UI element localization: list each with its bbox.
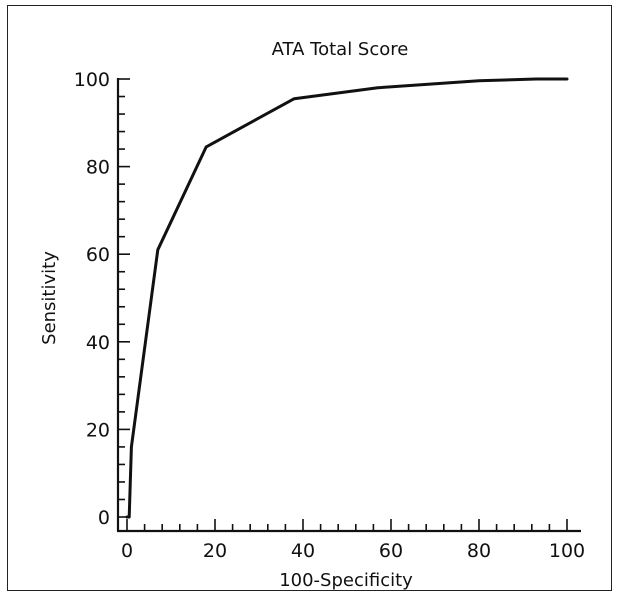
y-tick-label: 100 xyxy=(74,69,110,91)
axes xyxy=(116,78,581,533)
x-tick-label: 20 xyxy=(203,540,227,562)
x-tick-label: 80 xyxy=(467,540,491,562)
y-tick-label: 0 xyxy=(98,507,110,529)
x-ticks xyxy=(126,519,568,531)
series-layer xyxy=(125,77,569,519)
y-tick-label: 20 xyxy=(86,419,110,441)
x-tick-label: 60 xyxy=(379,540,403,562)
y-ticks xyxy=(118,78,130,518)
y-axis-label: Sensitivity xyxy=(39,251,60,345)
x-axis-label: 100-Specificity xyxy=(279,570,413,591)
x-tick-label: 100 xyxy=(549,540,585,562)
x-tick-label: 40 xyxy=(291,540,315,562)
y-tick-label: 40 xyxy=(86,332,110,354)
chart-frame xyxy=(7,5,612,591)
roc-curve-line xyxy=(125,77,569,519)
x-tick-label: 0 xyxy=(121,540,133,562)
y-tick-label: 80 xyxy=(86,157,110,179)
y-tick-label: 60 xyxy=(86,244,110,266)
chart-title: ATA Total Score xyxy=(272,39,409,60)
y-tick-labels: 0 20 40 60 80 100 xyxy=(74,69,110,529)
x-tick-labels: 0 20 40 60 80 100 xyxy=(121,540,585,562)
